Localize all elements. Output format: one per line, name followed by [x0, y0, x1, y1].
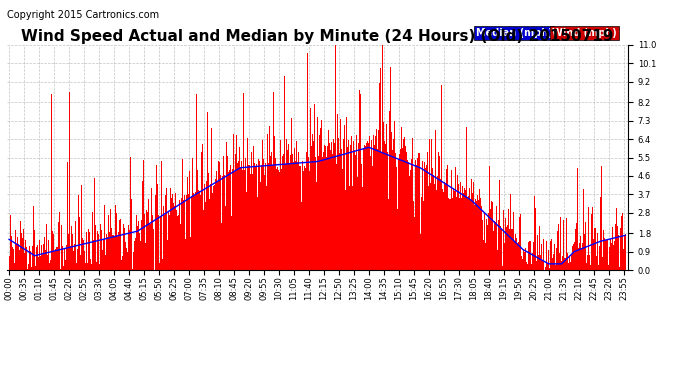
Title: Wind Speed Actual and Median by Minute (24 Hours) (Old) 20150719: Wind Speed Actual and Median by Minute (…	[21, 29, 613, 44]
Text: Median (mph): Median (mph)	[476, 28, 553, 38]
Text: Wind (mph): Wind (mph)	[552, 28, 617, 38]
Text: Copyright 2015 Cartronics.com: Copyright 2015 Cartronics.com	[7, 10, 159, 20]
